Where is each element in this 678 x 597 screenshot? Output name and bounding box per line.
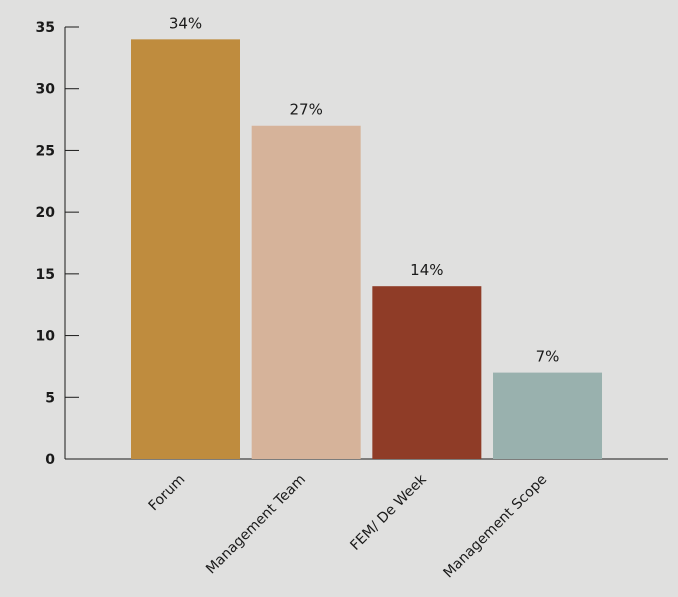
bar [493,372,603,459]
category-label: FEM/ De Week [347,471,430,554]
bars-group [131,39,603,459]
data-label: 14% [410,261,443,279]
y-tick-label: 35 [36,20,55,36]
bar [372,286,482,459]
data-label: 34% [169,14,202,32]
y-tick-label: 15 [36,267,55,283]
y-tick-label: 25 [36,143,55,159]
category-labels-group: Forum Management Team FEM/ De Week Manageme… [146,471,551,581]
data-label: 27% [289,101,322,119]
y-tick-label: 0 [45,452,55,468]
data-label: 7% [536,348,560,366]
bar [251,125,361,459]
data-labels-group: 34% 27% 14% 7% [169,14,560,365]
y-tick-label: 30 [36,82,56,98]
y-tick-label: 10 [36,329,56,345]
bar [131,39,240,459]
y-tick-label: 20 [36,205,56,221]
y-tick-label: 5 [45,390,55,406]
category-label: Management Scope [441,472,551,582]
y-axis: 0 5 10 15 20 25 30 35 [36,20,79,468]
category-label: Forum [146,472,189,515]
category-label: Management Team [203,472,309,578]
